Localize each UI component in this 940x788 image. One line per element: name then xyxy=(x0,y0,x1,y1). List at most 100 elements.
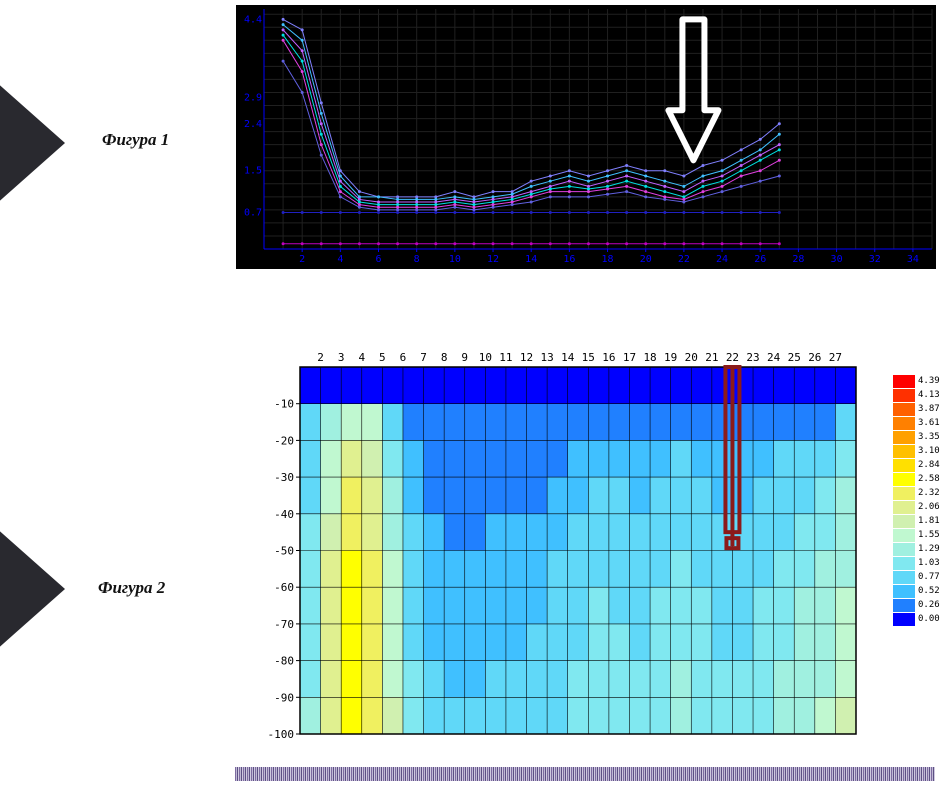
legend-row: 1.81 xyxy=(893,514,940,528)
legend-row: 2.32 xyxy=(893,486,940,500)
legend-swatch xyxy=(893,403,915,416)
legend-swatch xyxy=(893,599,915,612)
svg-text:16: 16 xyxy=(563,254,575,265)
svg-text:13: 13 xyxy=(540,351,553,364)
svg-text:15: 15 xyxy=(582,351,595,364)
svg-text:18: 18 xyxy=(602,254,614,265)
legend-swatch xyxy=(893,515,915,528)
legend-swatch xyxy=(893,585,915,598)
svg-text:25: 25 xyxy=(788,351,801,364)
svg-text:4.4: 4.4 xyxy=(244,14,262,25)
legend-value: 2.58 xyxy=(918,474,940,484)
legend-swatch xyxy=(893,613,915,626)
legend-value: 3.87 xyxy=(918,404,940,414)
legend-swatch xyxy=(893,487,915,500)
svg-text:22: 22 xyxy=(726,351,739,364)
svg-text:-90: -90 xyxy=(274,691,294,704)
legend-swatch xyxy=(893,571,915,584)
legend-swatch xyxy=(893,459,915,472)
svg-text:8: 8 xyxy=(414,254,420,265)
svg-text:20: 20 xyxy=(640,254,652,265)
legend-value: 0.26 xyxy=(918,600,940,610)
figure2-chart: 2345678910111213141516171819202122232425… xyxy=(254,347,864,742)
svg-text:12: 12 xyxy=(520,351,533,364)
legend-value: 3.35 xyxy=(918,432,940,442)
svg-text:17: 17 xyxy=(623,351,636,364)
legend-row: 0.77 xyxy=(893,570,940,584)
svg-text:19: 19 xyxy=(664,351,677,364)
page: Фигура 1 Фигура 2 2468101214161820222426… xyxy=(0,0,940,788)
svg-text:26: 26 xyxy=(808,351,821,364)
svg-text:3: 3 xyxy=(338,351,345,364)
svg-text:6: 6 xyxy=(400,351,407,364)
legend-row: 3.35 xyxy=(893,430,940,444)
legend-swatch xyxy=(893,501,915,514)
svg-text:5: 5 xyxy=(379,351,386,364)
svg-text:11: 11 xyxy=(499,351,512,364)
legend-swatch xyxy=(893,557,915,570)
figure2-label: Фигура 2 xyxy=(98,578,165,598)
svg-text:26: 26 xyxy=(754,254,766,265)
legend-row: 0.26 xyxy=(893,598,940,612)
legend-row: 3.87 xyxy=(893,402,940,416)
legend-value: 3.10 xyxy=(918,446,940,456)
svg-text:-70: -70 xyxy=(274,618,294,631)
legend-value: 2.32 xyxy=(918,488,940,498)
pointer-triangle-1 xyxy=(0,50,65,236)
legend-swatch xyxy=(893,417,915,430)
svg-text:-60: -60 xyxy=(274,581,294,594)
legend-row: 0.52 xyxy=(893,584,940,598)
svg-text:-100: -100 xyxy=(268,728,295,741)
legend-value: 1.55 xyxy=(918,530,940,540)
figure2-legend: 4.394.133.873.613.353.102.842.582.322.06… xyxy=(893,374,940,626)
legend-value: 0.52 xyxy=(918,586,940,596)
noise-strip xyxy=(235,767,935,781)
svg-text:9: 9 xyxy=(461,351,468,364)
svg-text:22: 22 xyxy=(678,254,690,265)
legend-value: 2.84 xyxy=(918,460,940,470)
legend-row: 3.61 xyxy=(893,416,940,430)
legend-value: 0.77 xyxy=(918,572,940,582)
legend-row: 2.06 xyxy=(893,500,940,514)
legend-swatch xyxy=(893,431,915,444)
svg-text:2.4: 2.4 xyxy=(244,119,262,130)
svg-text:24: 24 xyxy=(716,254,728,265)
svg-text:30: 30 xyxy=(831,254,843,265)
svg-text:24: 24 xyxy=(767,351,781,364)
legend-row: 0.00 xyxy=(893,612,940,626)
legend-swatch xyxy=(893,445,915,458)
svg-text:18: 18 xyxy=(643,351,656,364)
legend-value: 1.29 xyxy=(918,544,940,554)
legend-row: 4.39 xyxy=(893,374,940,388)
figure1-chart: 2468101214161820222426283032340.71.52.42… xyxy=(234,3,938,271)
svg-text:10: 10 xyxy=(479,351,492,364)
svg-text:12: 12 xyxy=(487,254,499,265)
svg-text:21: 21 xyxy=(705,351,718,364)
legend-value: 0.00 xyxy=(918,614,940,624)
legend-row: 2.84 xyxy=(893,458,940,472)
legend-row: 1.03 xyxy=(893,556,940,570)
svg-text:4: 4 xyxy=(358,351,365,364)
legend-swatch xyxy=(893,543,915,556)
svg-text:34: 34 xyxy=(907,254,919,265)
legend-value: 1.03 xyxy=(918,558,940,568)
svg-text:32: 32 xyxy=(869,254,881,265)
legend-swatch xyxy=(893,389,915,402)
svg-text:-40: -40 xyxy=(274,508,294,521)
svg-text:-20: -20 xyxy=(274,434,294,447)
svg-text:14: 14 xyxy=(561,351,575,364)
legend-value: 3.61 xyxy=(918,418,940,428)
legend-swatch xyxy=(893,473,915,486)
svg-text:-10: -10 xyxy=(274,398,294,411)
svg-text:-50: -50 xyxy=(274,545,294,558)
svg-text:2.9: 2.9 xyxy=(244,93,262,104)
svg-text:-30: -30 xyxy=(274,471,294,484)
legend-row: 2.58 xyxy=(893,472,940,486)
legend-swatch xyxy=(893,375,915,388)
svg-text:27: 27 xyxy=(829,351,842,364)
svg-text:28: 28 xyxy=(792,254,804,265)
svg-text:14: 14 xyxy=(525,254,537,265)
svg-text:8: 8 xyxy=(441,351,448,364)
svg-text:1.5: 1.5 xyxy=(244,166,262,177)
svg-text:10: 10 xyxy=(449,254,461,265)
